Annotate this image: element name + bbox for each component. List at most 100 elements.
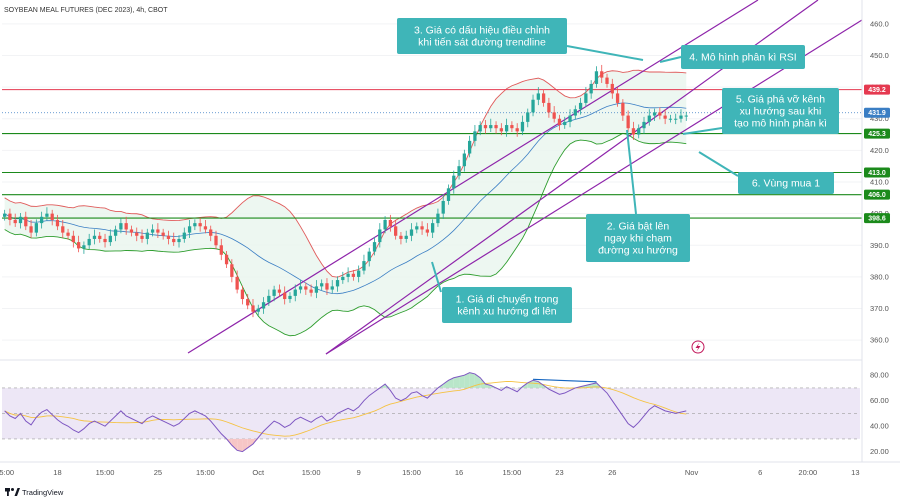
candle[interactable]: [615, 87, 620, 107]
candle[interactable]: [3, 209, 7, 221]
candle[interactable]: [684, 111, 688, 121]
candle[interactable]: [261, 297, 266, 314]
candle[interactable]: [277, 284, 282, 297]
candle[interactable]: [362, 254, 366, 275]
candle[interactable]: [388, 214, 393, 232]
candle[interactable]: [214, 230, 218, 250]
candle[interactable]: [568, 109, 572, 128]
candle[interactable]: [409, 223, 414, 242]
candle[interactable]: [66, 228, 70, 240]
candle[interactable]: [76, 235, 81, 253]
candle[interactable]: [8, 208, 12, 226]
candle[interactable]: [129, 225, 134, 237]
candle[interactable]: [240, 285, 245, 305]
candle[interactable]: [34, 219, 38, 237]
candle[interactable]: [452, 170, 456, 194]
candle[interactable]: [24, 211, 28, 231]
candle[interactable]: [182, 227, 186, 243]
candle[interactable]: [647, 109, 651, 126]
candle[interactable]: [510, 121, 514, 133]
candle[interactable]: [668, 114, 673, 123]
candle[interactable]: [425, 223, 429, 237]
candle[interactable]: [631, 121, 636, 140]
candle[interactable]: [304, 282, 308, 295]
candle[interactable]: [578, 97, 583, 115]
candle[interactable]: [172, 232, 176, 246]
candle[interactable]: [335, 276, 340, 292]
candle[interactable]: [552, 106, 556, 123]
lightning-icon[interactable]: [691, 340, 705, 354]
candle[interactable]: [441, 194, 445, 220]
candle[interactable]: [82, 241, 86, 254]
candle[interactable]: [135, 227, 139, 242]
candle[interactable]: [293, 284, 297, 302]
candle[interactable]: [29, 219, 33, 238]
candle[interactable]: [526, 108, 530, 128]
candle[interactable]: [325, 278, 329, 295]
candle[interactable]: [584, 87, 588, 107]
candle[interactable]: [594, 66, 599, 88]
candle[interactable]: [563, 116, 567, 129]
candle[interactable]: [177, 235, 181, 248]
annotation-callout[interactable]: 4. Mô hình phân kì RSI: [659, 45, 805, 69]
candle[interactable]: [18, 213, 23, 229]
candle[interactable]: [251, 299, 255, 318]
candle[interactable]: [626, 110, 630, 133]
candle[interactable]: [209, 225, 213, 242]
candle[interactable]: [298, 280, 303, 294]
candle[interactable]: [520, 115, 525, 136]
candle[interactable]: [314, 280, 319, 299]
candle[interactable]: [483, 119, 488, 134]
candle[interactable]: [605, 73, 609, 88]
candle[interactable]: [283, 286, 287, 305]
candle[interactable]: [462, 149, 466, 172]
candle[interactable]: [642, 116, 646, 134]
candle[interactable]: [309, 284, 313, 297]
candle[interactable]: [404, 230, 408, 243]
candle[interactable]: [399, 231, 403, 245]
candle[interactable]: [473, 125, 477, 147]
candle[interactable]: [531, 94, 535, 117]
candle[interactable]: [351, 269, 356, 281]
candle[interactable]: [124, 216, 128, 235]
candle[interactable]: [394, 219, 398, 240]
candle[interactable]: [55, 214, 60, 231]
candle[interactable]: [621, 99, 625, 121]
candle[interactable]: [198, 218, 202, 232]
candle[interactable]: [573, 105, 577, 120]
candle[interactable]: [219, 238, 223, 261]
candle[interactable]: [589, 80, 593, 99]
candle[interactable]: [272, 285, 276, 302]
candle[interactable]: [230, 259, 234, 283]
candle[interactable]: [166, 230, 171, 245]
candle[interactable]: [679, 109, 683, 123]
candle[interactable]: [357, 265, 361, 283]
candle[interactable]: [71, 230, 75, 248]
candle[interactable]: [541, 89, 546, 107]
candle[interactable]: [150, 224, 155, 237]
candle[interactable]: [600, 64, 604, 83]
candle[interactable]: [246, 293, 250, 310]
candle[interactable]: [610, 78, 614, 99]
candle[interactable]: [193, 219, 197, 231]
candle[interactable]: [203, 219, 208, 234]
time-axis[interactable]: 15:00 18 15:00 25 15:00 Oct 15:00 9 15:00 16 15:00…: [0, 468, 860, 477]
candle[interactable]: [98, 231, 102, 243]
candle[interactable]: [383, 216, 387, 234]
candle[interactable]: [663, 109, 667, 125]
candle[interactable]: [320, 279, 324, 291]
channel-upper-line[interactable]: [187, 0, 759, 354]
candle[interactable]: [637, 124, 641, 139]
candle[interactable]: [547, 97, 551, 118]
candle[interactable]: [674, 113, 678, 125]
candle[interactable]: [103, 233, 107, 248]
candle[interactable]: [478, 121, 482, 136]
candle[interactable]: [330, 280, 334, 294]
candle[interactable]: [50, 209, 54, 226]
candle[interactable]: [92, 229, 97, 245]
candle[interactable]: [45, 207, 49, 221]
